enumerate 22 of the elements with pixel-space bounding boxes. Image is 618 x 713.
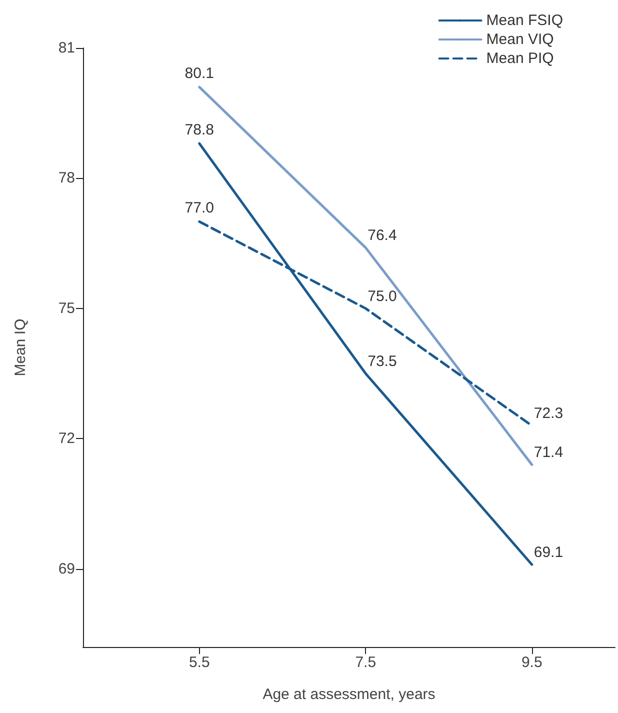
x-tick-label: 7.5 xyxy=(355,654,376,671)
y-tick-label: 81 xyxy=(58,40,75,56)
legend-label: Mean VIQ xyxy=(486,31,554,48)
y-tick-label: 72 xyxy=(58,430,75,448)
y-tick-label: 78 xyxy=(58,170,75,187)
x-axis-title: Age at assessment, years xyxy=(262,686,436,703)
data-label: 76.4 xyxy=(368,227,397,244)
y-axis-title: Mean IQ xyxy=(12,318,29,376)
data-label: 71.4 xyxy=(534,444,564,462)
legend-label: Mean PIQ xyxy=(486,50,554,67)
data-label: 75.0 xyxy=(368,288,397,305)
x-tick-label: 9.5 xyxy=(521,654,542,671)
y-tick-label: 75 xyxy=(58,300,75,317)
y-tick-label: 69 xyxy=(58,560,75,578)
data-label: 77.0 xyxy=(184,200,214,217)
data-label: 78.8 xyxy=(184,121,214,138)
data-label: 72.3 xyxy=(534,405,564,422)
legend-label: Mean FSIQ xyxy=(486,12,564,29)
data-label: 73.5 xyxy=(368,353,397,370)
x-tick-label: 5.5 xyxy=(188,654,210,671)
data-label: 69.1 xyxy=(534,544,564,562)
data-label: 80.1 xyxy=(184,65,214,82)
